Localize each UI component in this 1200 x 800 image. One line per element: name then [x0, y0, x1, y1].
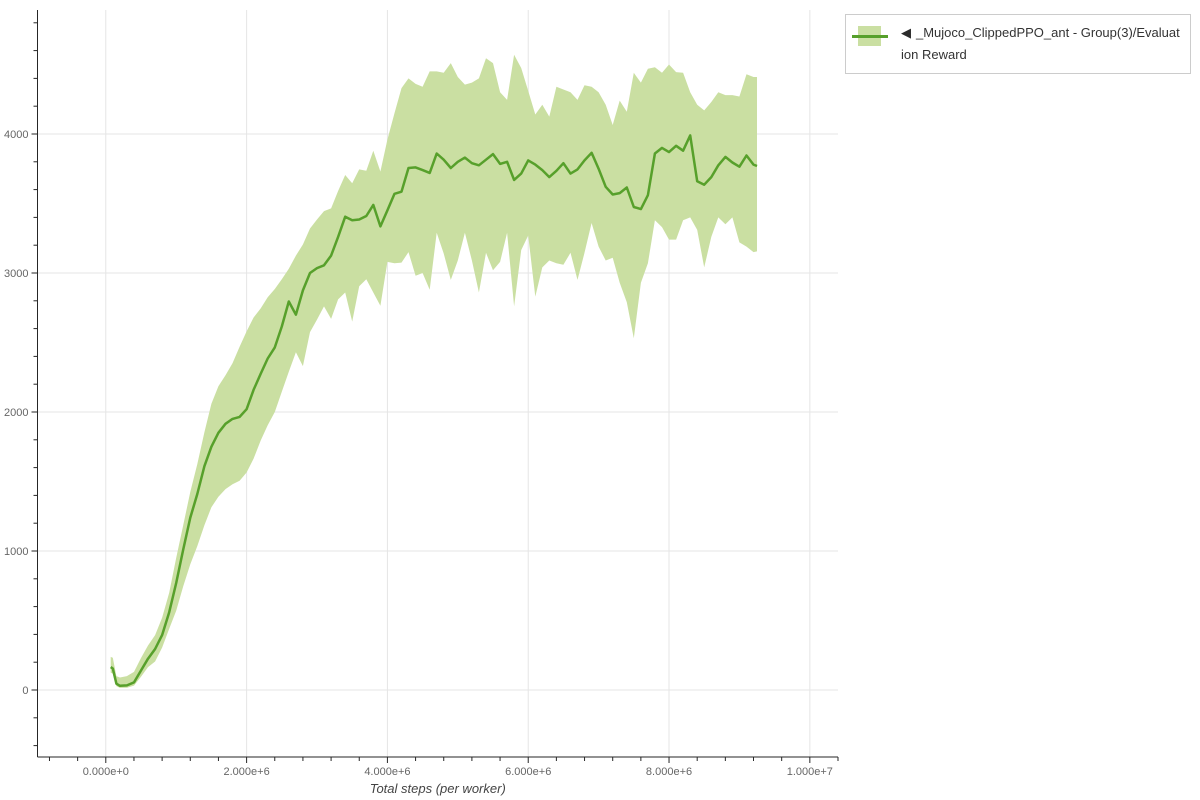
legend-swatch [852, 26, 888, 46]
axes [31, 10, 839, 763]
x-axis-title: Total steps (per worker) [370, 781, 506, 796]
legend-label: ◀ _Mujoco_ClippedPPO_ant - Group(3)/Evalu… [901, 22, 1180, 66]
mean-line [110, 134, 758, 688]
y-tick-label: 4000 [4, 129, 28, 141]
x-tick-label: 1.000e+7 [787, 766, 833, 778]
legend-swatch-line-icon [852, 34, 888, 38]
x-tick-label: 0.000e+0 [83, 766, 129, 778]
y-tick-label: 2000 [4, 407, 28, 419]
x-tick-label: 6.000e+6 [505, 766, 551, 778]
x-tick-label: 2.000e+6 [224, 766, 270, 778]
legend: ◀ _Mujoco_ClippedPPO_ant - Group(3)/Evalu… [845, 14, 1191, 74]
tick-labels: 0.000e+0 2.000e+6 4.000e+6 6.000e+6 8.000e+6… [4, 129, 833, 778]
y-tick-label: 0 [22, 685, 28, 697]
x-tick-label: 8.000e+6 [646, 766, 692, 778]
y-tick-label: 1000 [4, 546, 28, 558]
legend-label-text: _Mujoco_ClippedPPO_ant - Group(3)/Evalua… [901, 25, 1180, 62]
play-left-icon: ◀ [901, 25, 911, 40]
y-tick-label: 3000 [4, 268, 28, 280]
x-tick-label: 4.000e+6 [364, 766, 410, 778]
legend-item-evaluation-reward[interactable]: ◀ _Mujoco_ClippedPPO_ant - Group(3)/Evalu… [846, 15, 1190, 73]
gridlines [37, 10, 838, 757]
confidence-band [110, 54, 757, 688]
